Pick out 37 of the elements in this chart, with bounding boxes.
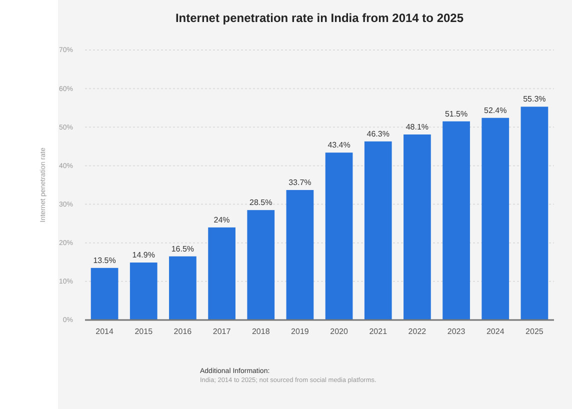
data-label: 33.7% bbox=[288, 178, 312, 188]
data-label: 51.5% bbox=[444, 109, 468, 118]
x-tick-label: 2022 bbox=[408, 327, 427, 336]
x-tick-label: 2019 bbox=[291, 327, 310, 336]
x-tick-label: 2017 bbox=[212, 327, 232, 336]
bar bbox=[404, 134, 431, 320]
bar bbox=[482, 118, 510, 320]
data-label: 24% bbox=[214, 215, 230, 224]
data-label: 46.3% bbox=[366, 129, 390, 138]
data-label: 16.5% bbox=[171, 244, 194, 254]
data-label: 13.5% bbox=[93, 256, 116, 265]
bar bbox=[169, 256, 196, 320]
x-tick-label: 2021 bbox=[369, 327, 388, 336]
bar bbox=[325, 152, 353, 320]
data-label: 55.3% bbox=[523, 94, 546, 104]
bar bbox=[90, 268, 118, 320]
x-tick-label: 2023 bbox=[447, 327, 466, 336]
bar bbox=[247, 210, 275, 320]
data-label: 43.4% bbox=[328, 140, 350, 150]
chart-title: Internet penetration rate in India from 2014 to 2025 bbox=[175, 11, 464, 25]
bar bbox=[286, 190, 314, 320]
bar bbox=[442, 121, 470, 320]
x-tick-label: 2018 bbox=[252, 327, 270, 336]
data-label: 52.4% bbox=[484, 106, 507, 115]
bar bbox=[520, 106, 548, 320]
x-tick-label: 2014 bbox=[96, 327, 114, 336]
data-label: 28.5% bbox=[250, 198, 272, 208]
data-label: 14.9% bbox=[132, 250, 155, 260]
x-tick-label: 2016 bbox=[174, 327, 192, 336]
bar bbox=[364, 141, 392, 320]
x-tick-label: 2020 bbox=[330, 327, 348, 336]
x-tick-label: 2024 bbox=[486, 327, 505, 336]
data-label: 48.1% bbox=[406, 122, 429, 132]
x-tick-label: 2025 bbox=[526, 327, 544, 336]
bar bbox=[130, 262, 158, 320]
bar bbox=[208, 227, 236, 320]
x-tick-label: 2015 bbox=[134, 327, 154, 336]
